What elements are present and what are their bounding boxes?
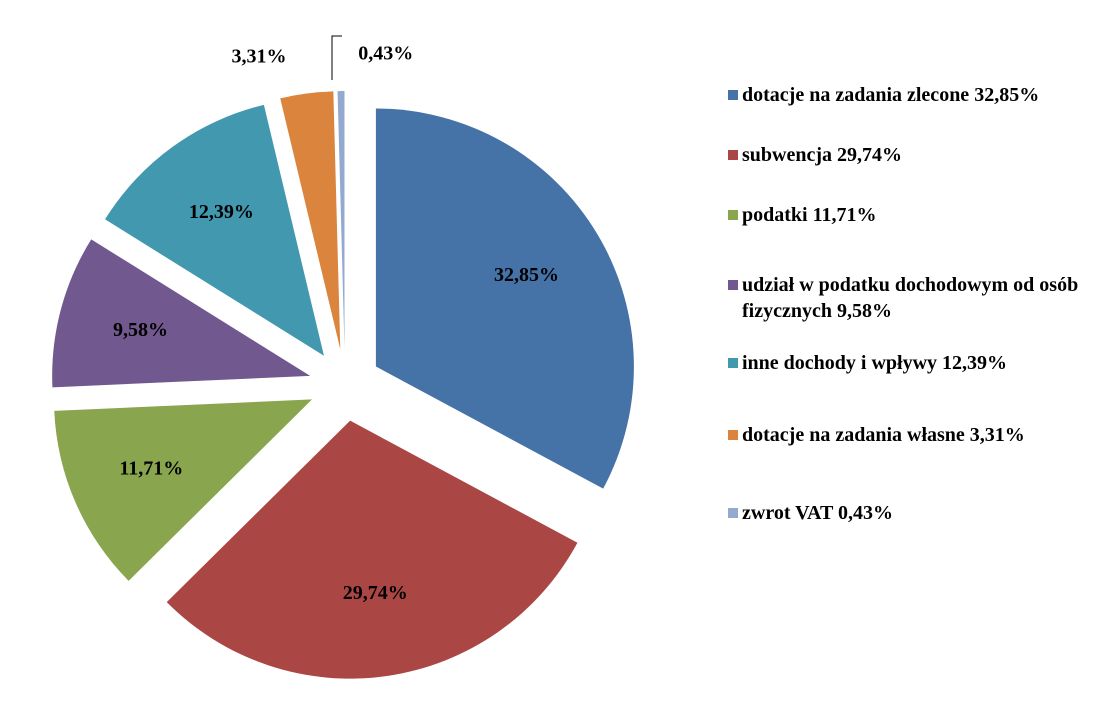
legend-item: dotacje na zadania własne 3,31% (728, 422, 1102, 448)
legend-label: zwrot VAT 0,43% (742, 502, 893, 524)
legend-label: subwencja 29,74% (742, 144, 903, 166)
legend-label: udział w podatku dochodowym od osób fizy… (742, 274, 1079, 322)
pie-slice (105, 104, 324, 356)
legend-item: dotacje na zadania zlecone 32,85% (728, 82, 1102, 108)
legend-item: udział w podatku dochodowym od osób fizy… (728, 272, 1102, 324)
legend-item: zwrot VAT 0,43% (728, 500, 1102, 526)
pie: 32,85% 29,74% 11,71% 9,58% 12,39% 3,31% 0,43% (52, 35, 634, 679)
leader-line (331, 35, 342, 80)
legend-swatch (728, 358, 738, 368)
data-label: 11,71% (119, 457, 183, 479)
legend-label: podatki 11,71% (742, 204, 877, 226)
legend-swatch (728, 90, 738, 100)
legend-swatch (728, 210, 738, 220)
pie-slice (337, 91, 345, 350)
legend-label: dotacje na zadania zlecone 32,85% (742, 84, 1040, 106)
legend-swatch (728, 150, 738, 160)
data-label: 0,43% (358, 43, 413, 65)
legend-label: inne dochody i wpływy 12,39% (742, 352, 1008, 374)
data-label: 3,31% (231, 45, 286, 67)
pie-slice (166, 420, 578, 679)
legend-label: dotacje na zadania własne 3,31% (742, 424, 1025, 446)
data-label: 12,39% (189, 201, 254, 223)
legend-swatch (728, 508, 738, 518)
data-label: 32,85% (494, 264, 559, 286)
data-label: 29,74% (343, 582, 408, 604)
pie-slice (375, 108, 634, 489)
legend-swatch (728, 280, 738, 290)
legend-item: inne dochody i wpływy 12,39% (728, 350, 1102, 376)
pie-slice (54, 399, 313, 581)
data-label: 9,58% (113, 319, 168, 341)
pie-slice (280, 91, 341, 350)
legend-item: subwencja 29,74% (728, 142, 1102, 168)
pie-slice (52, 239, 311, 388)
legend-item: podatki 11,71% (728, 202, 1102, 228)
legend-swatch (728, 430, 738, 440)
